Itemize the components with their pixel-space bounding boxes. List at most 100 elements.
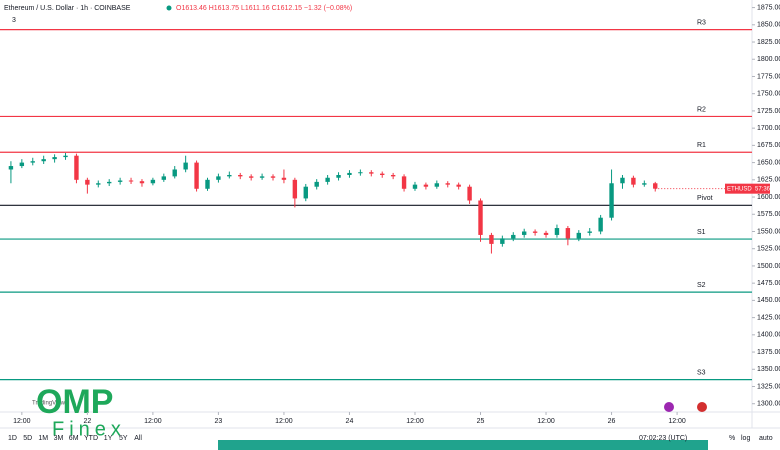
range-button[interactable]: 3M [54,435,64,442]
y-tick-label: 1500.00 [757,263,780,270]
x-tick-label: 24 [346,418,354,425]
pivot-label: S1 [697,229,706,236]
plot: R3 R2 R1 Pivot S1 S2 S3 [0,19,752,381]
candle-body [401,176,407,189]
candle-body [205,179,210,189]
x-tick-label: 12:00 [13,418,31,425]
logo-sub: Finex [52,418,126,440]
candle-body [52,157,57,160]
candle-body [117,180,123,182]
candle-body [259,176,265,178]
candle-body [500,238,505,244]
candle-body [314,181,319,187]
y-tick-label: 1425.00 [757,314,780,321]
y-tick-label: 1800.00 [757,56,780,63]
candle-body [183,162,188,170]
x-tick-label: 12:00 [668,418,686,425]
y-tick-label: 1300.00 [757,401,780,408]
candle-body [325,177,330,182]
percent-toggle[interactable]: % [729,435,735,442]
candle-body [631,177,636,185]
candle-body [128,180,134,182]
y-tick-label: 1850.00 [757,22,780,29]
y-tick-label: 1475.00 [757,280,780,287]
range-bar [218,440,708,450]
symbol: Ethereum / U.S. Dollar · 1h · COINBASE [4,5,131,12]
range-button[interactable]: YTD [84,435,98,442]
candle-body [8,166,14,170]
candle-body [565,228,571,239]
candle-body [489,234,494,244]
candle-body [445,183,450,185]
logo: OMP [36,383,113,421]
pivot-label: S2 [697,282,706,289]
log-toggle[interactable]: log [741,435,750,442]
candle-body [303,186,308,199]
candle-body [412,184,418,189]
candle-body [41,159,46,162]
candle-body [270,176,276,178]
candle-body [609,183,614,218]
x-tick-label: 22 [83,418,91,425]
y-tick-label: 1825.00 [757,39,780,46]
event-icon[interactable] [664,402,674,412]
range-button[interactable]: 5Y [119,435,128,442]
candle-body [139,181,145,184]
candle-body [107,181,112,184]
range-button[interactable]: 1D [8,435,17,442]
y-tick-label: 1575.00 [757,211,780,218]
event-icon[interactable] [697,402,707,412]
y-tick-label: 1550.00 [757,228,780,235]
clock: 07:02:23 (UTC) [639,435,687,442]
candle-body [478,200,483,235]
pivot-label: R3 [697,19,706,26]
candle-body [543,232,549,235]
candle-body [587,231,592,233]
x-tick-label: 12:00 [275,418,293,425]
candle-body [369,172,374,174]
candle-body [576,232,581,239]
y-tick-label: 1600.00 [757,194,780,201]
range-button[interactable]: 1Y [104,435,113,442]
range-button[interactable]: 1M [38,435,48,442]
y-tick-label: 1700.00 [757,125,780,132]
price-tag [725,183,770,194]
x-tick-label: 25 [477,418,485,425]
candle-body [281,177,287,180]
x-tick-label: 12:00 [144,418,162,425]
y-tick-label: 1875.00 [757,4,780,11]
candle-body [620,177,625,184]
candle-body [380,173,385,175]
pivot-label: R2 [697,106,706,113]
candle-body [96,183,101,185]
candle-body [292,179,298,199]
y-tick-label: 1375.00 [757,349,780,356]
y-tick-label: 1775.00 [757,73,780,80]
candle-body [172,169,177,177]
candle-body [227,174,232,177]
price-tag-symbol: ETHUSD [727,186,752,192]
candle-body [653,183,658,189]
pivot-label: R1 [697,142,706,149]
tradingview: TradingView [32,401,66,407]
range-button[interactable]: 6M [69,435,79,442]
y-tick-label: 1350.00 [757,366,780,373]
auto-toggle[interactable]: auto [759,435,773,442]
candle-body [347,172,352,175]
candle-body [19,162,25,167]
candle-body [390,174,396,177]
candle-body [521,231,527,235]
candle-body [467,186,472,201]
candle-body [248,176,254,178]
range-button[interactable]: All [134,435,142,442]
candle-body [532,231,538,233]
candle-body [358,172,363,174]
y-tick-label: 1400.00 [757,332,780,339]
range-button[interactable]: 5D [23,435,32,442]
pivot-label: Pivot [697,195,713,202]
candle-body [194,162,199,189]
y-tick-label: 1650.00 [757,159,780,166]
y-tick-label: 1750.00 [757,91,780,98]
